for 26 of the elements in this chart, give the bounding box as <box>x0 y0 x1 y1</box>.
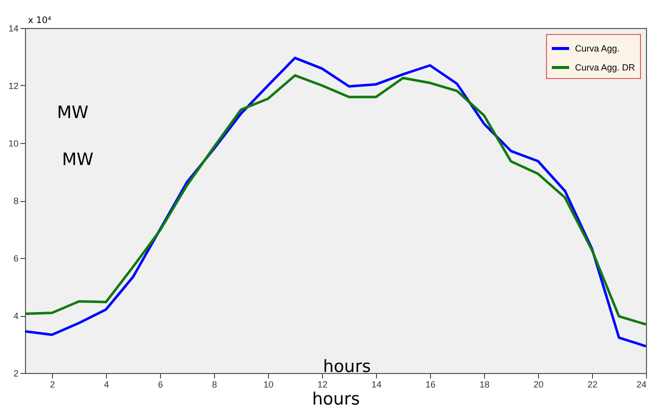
x-tick-label: 10 <box>263 380 274 390</box>
x-tick-label: 22 <box>587 380 598 390</box>
legend-label: Curva Agg. DR <box>575 62 636 72</box>
x-tick-label: 2 <box>50 380 56 390</box>
y-tick-label: 10 <box>8 138 18 148</box>
annotation: MW <box>57 103 89 123</box>
annotation: hours <box>323 357 371 377</box>
x-tick-label: 12 <box>317 380 328 390</box>
x-tick-label: 8 <box>212 380 218 390</box>
y-tick-label: 12 <box>8 81 18 91</box>
y-tick-label: 14 <box>8 24 18 34</box>
x-tick-label: 18 <box>479 380 490 390</box>
y-tick-label: 8 <box>13 196 18 206</box>
y-tick-label: 4 <box>13 311 18 321</box>
x-tick-label: 4 <box>104 380 110 390</box>
legend-label: Curva Agg. <box>575 44 620 54</box>
x-tick-label: 20 <box>533 380 544 390</box>
x-tick-label: 16 <box>425 380 436 390</box>
x-tick-label: 24 <box>636 380 646 390</box>
y-tick-label: 6 <box>13 254 18 264</box>
x-tick-label: 6 <box>158 380 164 390</box>
text: x 10⁴ <box>28 16 52 26</box>
annotation: MW <box>62 150 94 170</box>
y-tick-label: 2 <box>13 368 18 378</box>
x-tick-label: 14 <box>371 380 382 390</box>
x-axis-title: hours <box>312 390 360 405</box>
